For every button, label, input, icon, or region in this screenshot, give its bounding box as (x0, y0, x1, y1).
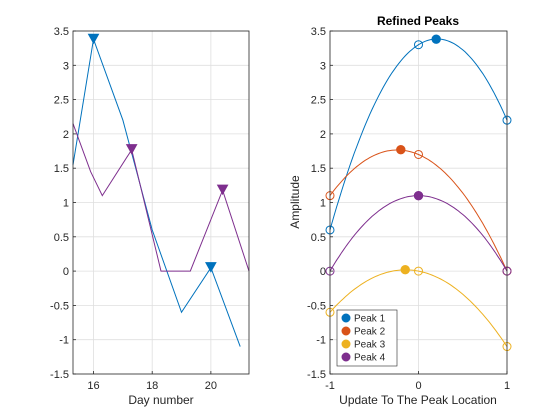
left-y-tick-label: 0.5 (54, 232, 69, 244)
chart-title: Refined Peaks (377, 14, 459, 28)
legend-marker (341, 313, 351, 323)
peak-marker (125, 144, 138, 155)
fit-curve-3 (329, 269, 508, 347)
right-x-tick-label: 0 (415, 380, 421, 392)
right-ticks: -1 0 1-1.5-1-0.500.511.522.533.5 (307, 26, 510, 392)
left-y-tick-label: 3 (63, 60, 69, 72)
right-y-tick-label: 2 (320, 129, 326, 141)
legend-entry-label: Peak 1 (354, 314, 386, 325)
legend-entry-label: Peak 3 (354, 340, 386, 351)
right-x-tick-label: -1 (325, 380, 335, 392)
right-y-tick-label: 2.5 (311, 95, 326, 107)
right-y-tick-label: -1.5 (307, 369, 326, 381)
legend-marker (341, 326, 351, 336)
left-x-tick-label: 18 (146, 380, 158, 392)
left-y-tick-label: 0 (63, 266, 69, 278)
legend-marker (341, 339, 351, 349)
legend-entry-label: Peak 2 (354, 327, 386, 338)
fit-curve-1 (329, 38, 508, 231)
right-y-tick-label: -0.5 (307, 300, 326, 312)
right-y-tick-label: 3 (320, 60, 326, 72)
legend: Peak 1 Peak 2 Peak 3 Peak 4 (336, 309, 398, 367)
right-x-axis-label: Update To The Peak Location (339, 393, 497, 407)
left-y-tick-label: 1.5 (54, 163, 69, 175)
right-plot-area (325, 34, 512, 352)
left-y-tick-label: 2.5 (54, 95, 69, 107)
right-y-tick-label: 1 (320, 198, 326, 210)
peak-marker (87, 33, 100, 45)
left-x-tick-label: 16 (87, 380, 99, 392)
peak-marker (216, 184, 229, 196)
left-plot-area (72, 33, 250, 347)
right-x-tick-label: 1 (504, 380, 510, 392)
left-y-tick-label: -0.5 (50, 300, 69, 312)
refined-peak-point (413, 190, 424, 201)
legend-marker (341, 352, 351, 362)
left-ticks: 16 18 20 -1.5 -1 -0.5 0 0.5 1 1.5 2 2.5 3 3.5 (50, 26, 217, 392)
left-y-tick-label: 2 (63, 129, 69, 141)
right-y-tick-label: 1.5 (311, 163, 326, 175)
sample-point (414, 40, 423, 50)
sample-point (414, 149, 423, 159)
right-y-axis-label: Amplitude (288, 175, 302, 229)
refined-peak-point (431, 34, 441, 44)
right-y-tick-label: -1 (316, 335, 326, 347)
refined-peak-point (396, 144, 406, 155)
left-x-axis-label: Day number (128, 393, 193, 407)
peak-marker (205, 262, 217, 273)
left-grid (73, 30, 249, 375)
refined-peak-point (400, 265, 410, 275)
right-y-tick-label: 3.5 (311, 26, 326, 38)
left-x-tick-label: 20 (205, 380, 217, 392)
series-line-2 (72, 123, 250, 272)
fit-curve-2 (329, 149, 508, 272)
right-y-tick-label: 0 (320, 266, 326, 278)
left-y-tick-label: 3.5 (54, 26, 69, 38)
legend-entry-label: Peak 4 (354, 353, 386, 364)
left-y-tick-label: -1 (59, 335, 69, 347)
left-axes: 16 18 20 -1.5 -1 -0.5 0 0.5 1 1.5 2 2.5 3 3.5 Day num… (50, 26, 250, 407)
right-y-tick-label: 0.5 (311, 232, 326, 244)
right-axes: -1 0 1-1.5-1-0.500.511.522.533.5 Refined P… (288, 14, 512, 407)
left-y-tick-label: -1.5 (50, 369, 69, 381)
left-y-tick-label: 1 (63, 198, 69, 210)
sample-point (414, 266, 423, 276)
